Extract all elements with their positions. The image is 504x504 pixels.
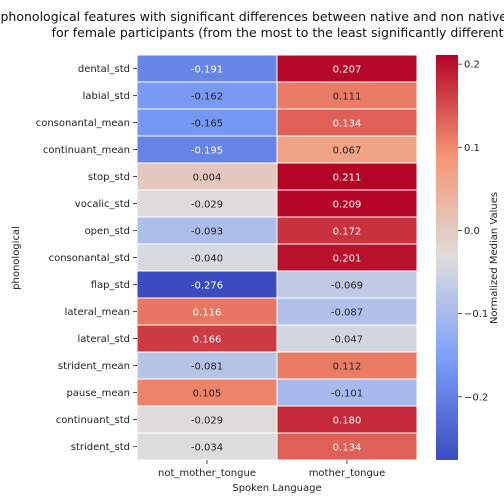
cell-value-label: 0.180	[333, 416, 362, 427]
cell-value-label: -0.081	[191, 362, 223, 373]
cell-value-label: 0.211	[333, 173, 362, 184]
colorbar-tick-label: −0.2	[464, 392, 488, 403]
cell-value-label: -0.191	[191, 65, 223, 76]
heatmap-cell	[136, 54, 278, 83]
heatmap-cell	[276, 216, 418, 245]
cell-value-label: -0.029	[191, 416, 223, 427]
column-label: mother_tongue	[309, 468, 386, 479]
row-label: strident_std	[71, 442, 130, 453]
cell-value-label: 0.116	[193, 308, 222, 319]
column-label: not_mother_tongue	[158, 468, 256, 479]
cell-value-label: -0.195	[191, 146, 223, 157]
cell-value-label: -0.034	[191, 443, 223, 454]
heatmap-cell	[276, 81, 418, 110]
cell-value-label: -0.047	[331, 335, 363, 346]
column-labels: not_mother_tongue mother_tongue	[158, 460, 385, 479]
row-label: labial_std	[83, 91, 130, 102]
cell-value-label: -0.029	[191, 200, 223, 211]
heatmap-cells: -0.191 0.207 -0.162 0.111 -0.165 0.134 -0.195 0…	[136, 54, 418, 461]
cell-value-label: -0.069	[331, 281, 363, 292]
row-label: strident_mean	[58, 361, 130, 372]
x-axis-label: Spoken Language	[232, 483, 321, 494]
cell-value-label: 0.201	[333, 254, 362, 265]
row-label: lateral_std	[78, 334, 130, 345]
cell-value-label: 0.105	[193, 389, 222, 400]
chart-title-line-2: for female participants (from the most t…	[52, 25, 504, 40]
heatmap-cell	[276, 108, 418, 137]
cell-value-label: 0.207	[333, 65, 362, 76]
row-label: stop_std	[88, 172, 130, 183]
cell-value-label: 0.166	[193, 335, 222, 346]
row-label: open_std	[85, 226, 130, 237]
colorbar-ticks: −0.2 −0.1 0.0 0.1 0.2	[458, 60, 488, 403]
cell-value-label: 0.209	[333, 200, 362, 211]
row-label: continuant_mean	[43, 145, 130, 156]
row-label: vocalic_std	[75, 199, 130, 210]
heatmap-cell	[276, 162, 418, 191]
cell-value-label: 0.111	[333, 92, 362, 103]
row-label: consonantal_mean	[36, 118, 130, 129]
heatmap-cell	[136, 432, 278, 461]
cell-value-label: -0.276	[191, 281, 223, 292]
cell-value-label: 0.067	[333, 146, 362, 157]
cell-value-label: -0.040	[191, 254, 223, 265]
cell-value-label: 0.172	[333, 227, 362, 238]
row-label: continuant_std	[56, 415, 130, 426]
heatmap-cell	[136, 297, 278, 326]
heatmap-cell	[276, 54, 418, 83]
heatmap-cell	[276, 378, 418, 407]
heatmap-cell	[276, 351, 418, 380]
row-label: pause_mean	[66, 388, 130, 399]
heatmap-cell	[136, 351, 278, 380]
cell-value-label: -0.162	[191, 92, 223, 103]
cell-value-label: -0.101	[331, 389, 363, 400]
cell-value-label: 0.134	[333, 443, 362, 454]
heatmap-cell	[276, 135, 418, 164]
cell-value-label: 0.112	[333, 362, 362, 373]
cell-value-label: 0.134	[333, 119, 362, 130]
heatmap-cell	[276, 297, 418, 326]
heatmap-cell	[276, 405, 418, 434]
cell-value-label: 0.004	[193, 173, 222, 184]
colorbar-tick-label: 0.2	[464, 60, 480, 71]
y-axis-label: phonological	[11, 226, 22, 290]
row-label: lateral_mean	[65, 307, 130, 318]
heatmap-cell	[276, 432, 418, 461]
heatmap-cell	[276, 243, 418, 272]
cell-value-label: -0.165	[191, 119, 223, 130]
chart-title-line-1: phonological features with significant d…	[1, 9, 504, 24]
row-label: flap_std	[91, 280, 130, 291]
heatmap-cell	[276, 324, 418, 353]
colorbar-label: Normalized Median Values	[489, 192, 500, 324]
heatmap-cell	[276, 189, 418, 218]
row-label: dental_std	[78, 64, 130, 75]
colorbar	[436, 55, 458, 460]
colorbar-tick-label: 0.1	[464, 143, 480, 154]
colorbar-tick-label: −0.1	[464, 309, 488, 320]
colorbar-tick-label: 0.0	[464, 226, 480, 237]
cell-value-label: -0.093	[191, 227, 223, 238]
heatmap-cell	[276, 270, 418, 299]
heatmap-cell	[136, 324, 278, 353]
row-label: consonantal_std	[49, 253, 130, 264]
row-labels: dental_std labial_std consonantal_meancont…	[36, 64, 137, 453]
cell-value-label: -0.087	[331, 308, 363, 319]
heatmap-cell	[136, 405, 278, 434]
